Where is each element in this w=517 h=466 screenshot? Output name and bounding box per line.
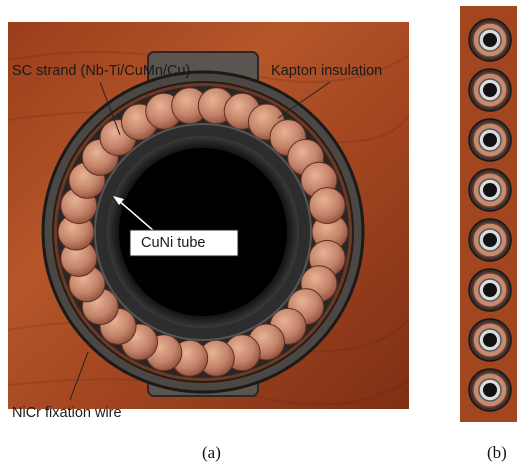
- caption-a: (a): [202, 443, 221, 462]
- cable-samples-strip-photo: [460, 6, 517, 422]
- label-sc-strand: SC strand (Nb-Ti/CuMn/Cu): [12, 63, 191, 79]
- sample-tube-bore: [483, 283, 497, 297]
- sample-tube-bore: [483, 183, 497, 197]
- sample-tube-bore: [483, 333, 497, 347]
- caption-b: (b): [487, 443, 507, 462]
- sc-strands: [57, 87, 349, 377]
- sample-tube-bore: [483, 233, 497, 247]
- cable-cross-section-photo: [7, 22, 410, 409]
- sample-tube-bore: [483, 83, 497, 97]
- sample-tube-bore: [483, 133, 497, 147]
- label-kapton-insulation: Kapton insulation: [271, 63, 383, 79]
- label-cuni-tube: CuNi tube: [141, 235, 206, 251]
- label-nicr-fixation-wire: NiCr fixation wire: [12, 405, 122, 421]
- sample-cross-sections: [468, 18, 512, 412]
- sc-strand: [308, 187, 346, 225]
- sample-tube-bore: [483, 33, 497, 47]
- annotation-leader-lines: [69, 81, 331, 401]
- sample-tube-bore: [483, 383, 497, 397]
- cuni-label-box: [129, 229, 239, 257]
